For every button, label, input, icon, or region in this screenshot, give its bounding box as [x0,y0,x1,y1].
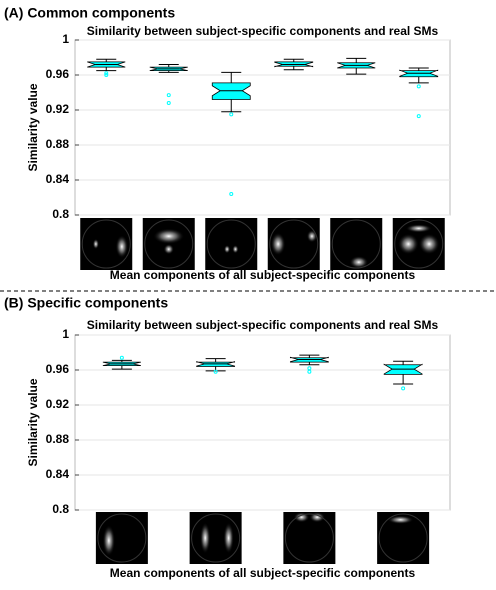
component-image [205,218,257,270]
y-tick-label: 1 [62,32,69,46]
outlier [402,387,405,390]
outlier [230,193,233,196]
y-tick-label: 0.88 [46,432,70,446]
outlier [308,367,311,370]
x-axis-label: Mean components of all subject-specific … [110,566,416,580]
component-blob [398,234,419,255]
y-tick-label: 1 [62,327,69,341]
y-tick-label: 0.96 [46,67,70,81]
outlier [167,94,170,97]
outlier [308,370,311,373]
component-blob [232,245,238,253]
x-axis-label: Mean components of all subject-specific … [110,268,416,282]
figure: (A) Common components Similarity between … [0,0,496,585]
component-blob [406,224,432,232]
component-blob [309,512,325,522]
outlier [417,85,420,88]
y-tick-label: 0.8 [52,502,69,516]
chart-title: Similarity between subject-specific comp… [87,318,439,332]
component-blob [294,512,310,522]
y-tick-label: 0.96 [46,362,70,376]
component-blob [164,244,174,254]
panel-label: (A) Common components [4,5,175,21]
y-tick-label: 0.84 [46,172,70,186]
component-blob [419,234,440,255]
component-blob [200,522,210,553]
component-blob [271,233,286,256]
y-tick-label: 0.88 [46,137,70,151]
component-image [283,512,335,564]
component-blob [224,245,230,253]
y-tick-label: 0.92 [46,102,70,116]
outlier [230,113,233,116]
component-blob [223,522,233,553]
chart-title: Similarity between subject-specific comp… [87,24,439,38]
y-axis-label: Similarity value [26,378,40,466]
plot-area [75,40,450,215]
y-tick-label: 0.84 [46,467,70,481]
panel-label: (B) Specific components [4,295,168,311]
outlier [120,356,123,359]
y-axis-label: Similarity value [26,83,40,171]
outlier [214,370,217,373]
component-blob [153,228,184,244]
y-tick-label: 0.8 [52,207,69,221]
y-tick-label: 0.92 [46,397,70,411]
outlier [167,102,170,105]
component-blob [307,230,317,242]
component-blob [103,525,115,556]
component-blob [116,235,128,258]
component-blob [93,239,99,249]
outlier [417,115,420,118]
